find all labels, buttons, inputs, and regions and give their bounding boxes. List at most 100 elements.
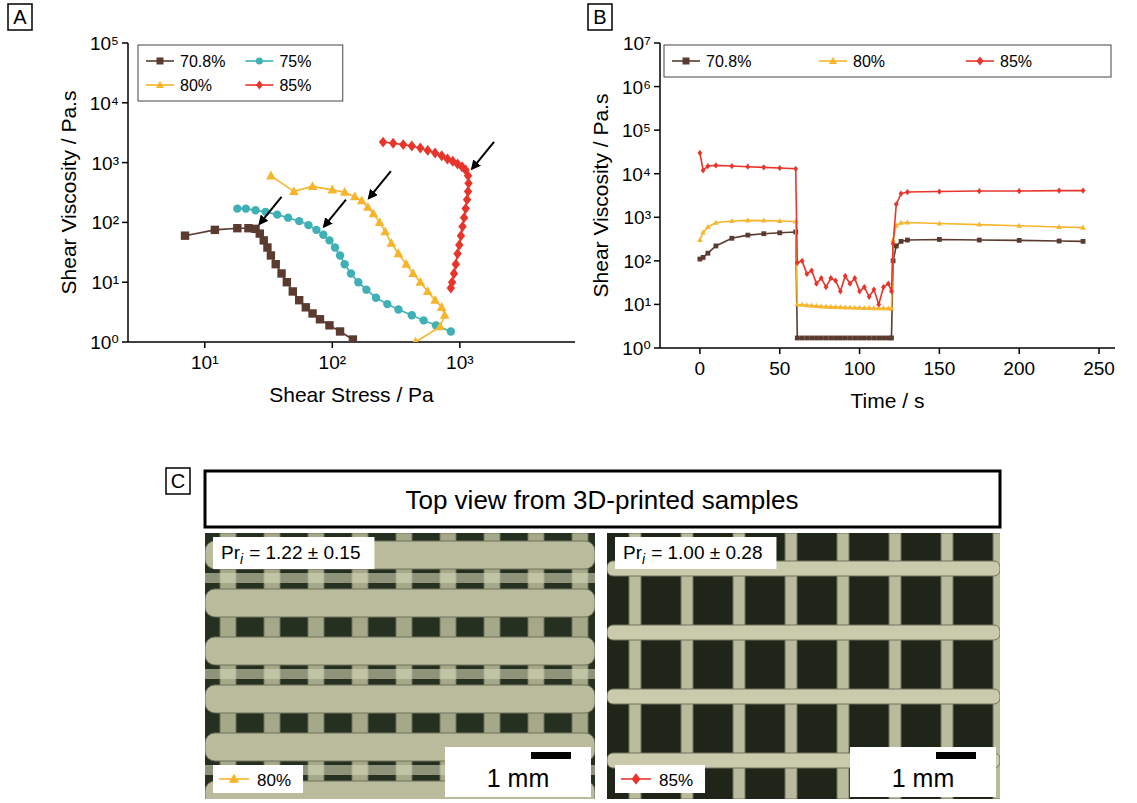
data-point [876,301,881,307]
data-point [804,302,810,307]
data-point [881,305,887,310]
data-point [804,271,809,277]
data-point [793,166,798,172]
data-point [325,236,333,244]
x-tick [859,348,861,354]
data-point [729,236,734,241]
y-tick-label: 10⁴ [90,93,119,114]
strand-horizontal [205,637,595,665]
yield-arrow [324,200,346,227]
series-line [185,228,353,339]
x-axis-title: Time / s [851,389,925,412]
data-point [284,213,292,221]
legend-marker [256,80,263,89]
legend-label: 80% [180,77,212,94]
y-tick-label: 10⁵ [90,33,119,54]
data-point [818,303,824,308]
data-point [842,305,848,310]
y-tick [654,129,660,131]
data-point [394,305,402,313]
data-point [871,305,877,310]
y-tick [654,347,660,349]
data-point [828,304,834,309]
panel-letter-box [8,4,32,30]
data-point [394,248,404,257]
data-point [458,221,466,232]
data-point [386,238,396,247]
data-point [461,203,469,214]
data-point [905,219,911,224]
data-point [824,336,829,341]
data-point [415,277,425,286]
data-point [331,243,339,251]
y-tick [654,304,660,306]
data-point [233,224,241,232]
data-point [872,286,877,292]
data-point [450,268,458,279]
data-point [1081,187,1086,193]
legend-label: 85% [1000,53,1032,70]
plot-area [181,137,473,342]
data-point [308,309,316,317]
data-point [862,284,867,290]
data-point [453,248,461,259]
data-point [761,231,766,236]
data-point [408,311,416,319]
data-point [777,218,783,223]
x-tick [459,342,461,348]
data-point [745,164,750,170]
data-point [799,302,805,307]
strand-horizontal [607,625,1000,640]
yield-arrow [472,142,494,169]
data-point [761,218,767,223]
data-point [437,302,447,311]
data-point [852,336,857,341]
data-point [1017,238,1022,243]
y-tick-label: 10⁰ [90,332,119,353]
panel-letter-box [166,468,190,494]
data-point [242,204,250,212]
strand-merge [205,669,595,679]
data-point [977,222,983,227]
image-background [205,533,595,799]
strand-horizontal [205,589,595,617]
pr-symbol: Pr [221,542,241,563]
data-point [889,305,895,310]
data-point [375,217,385,226]
data-point [181,231,189,239]
data-point [828,336,833,341]
data-point [819,336,824,341]
y-axis-title: Shear Viscosity / Pa.s [57,91,80,295]
strand-horizontal [607,689,1000,704]
data-point [700,229,706,234]
panel-letter: A [13,6,27,28]
data-point [814,281,819,287]
data-point [431,147,439,158]
data-point [937,188,942,194]
data-point [809,267,814,273]
data-point [416,143,424,154]
y-axis [127,43,129,342]
data-point [325,321,333,329]
plot-area [697,150,1086,341]
series-line [700,153,1083,305]
data-point [1016,223,1022,228]
data-point [452,259,460,270]
legend-label: 70.8% [706,53,751,70]
y-tick [654,260,660,262]
data-point [354,278,362,286]
data-point [379,137,387,148]
strand-horizontal [205,685,595,713]
data-point [423,286,433,295]
data-point [795,336,800,341]
y-tick [654,173,660,175]
yield-arrow [369,171,391,198]
legend-marker [683,58,690,65]
data-point [729,163,734,169]
data-point [745,217,751,222]
data-point [211,226,219,234]
data-point [233,204,241,212]
panel-letter: B [593,6,606,28]
legend-box [138,45,343,101]
y-tick-label: 10⁷ [623,33,651,54]
